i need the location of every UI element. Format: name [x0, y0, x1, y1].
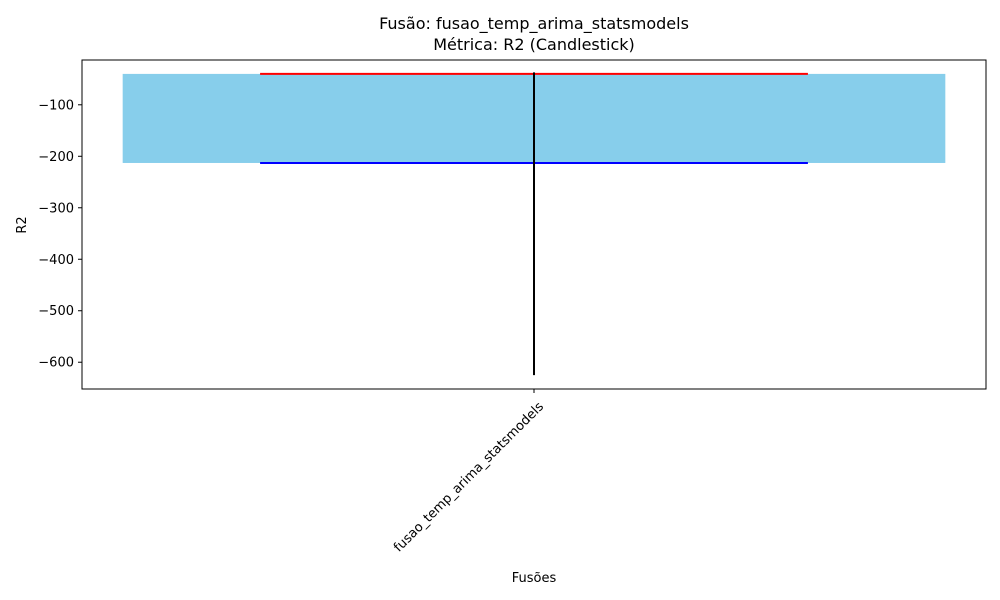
y-axis-label: R2	[15, 216, 30, 233]
y-tick-label: −300	[38, 201, 74, 216]
y-tick-label: −500	[38, 304, 74, 319]
plot-area	[122, 72, 946, 376]
chart-subtitle: Métrica: R2 (Candlestick)	[433, 35, 635, 54]
y-tick-label: −200	[38, 150, 74, 165]
y-tick-label: −400	[38, 253, 74, 268]
x-axis-label: Fusões	[512, 571, 557, 586]
y-tick-label: −600	[38, 356, 74, 371]
y-axis: −600 −500 −400 −300 −200 −100	[38, 98, 82, 371]
chart-title: Fusão: fusao_temp_arima_statsmodels	[379, 14, 689, 34]
y-tick-label: −100	[38, 98, 74, 113]
